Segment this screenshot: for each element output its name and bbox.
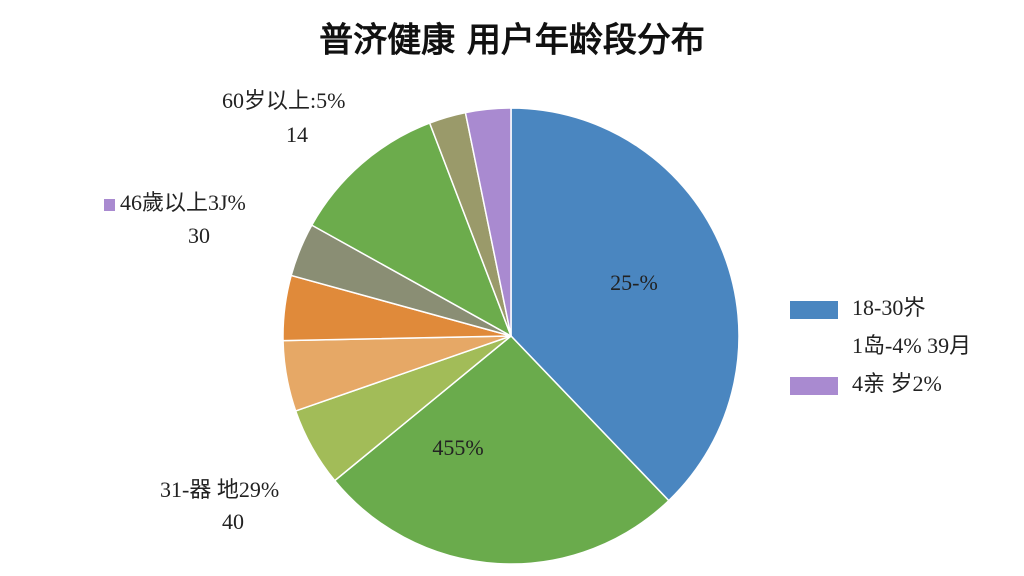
annotation-value: 14 — [286, 122, 308, 147]
pie-slice — [464, 107, 512, 337]
chart-title: 普济健康 用户年龄段分布 — [319, 21, 705, 61]
pie-slice — [333, 334, 670, 565]
annotation-value: 30 — [188, 223, 210, 248]
legend-marker — [790, 377, 838, 395]
annotation: 46歲以上3J% — [120, 190, 246, 215]
annotation: 31-器 地29% — [160, 477, 279, 502]
pie-slice — [310, 122, 513, 338]
legend-label: 4亲 岁2% — [852, 371, 942, 396]
pie-slice — [510, 107, 740, 502]
annotation-marker — [104, 199, 115, 211]
annotation-value: 40 — [222, 509, 244, 534]
slice-label: 25-% — [610, 270, 658, 295]
slice-label: 455% — [432, 435, 483, 460]
annotation: 60岁以上:5% — [222, 88, 345, 113]
legend-label: 18-30岕 — [852, 295, 925, 320]
legend-marker — [790, 301, 838, 319]
legend-label: 1岛-4% 39月 — [852, 333, 971, 358]
